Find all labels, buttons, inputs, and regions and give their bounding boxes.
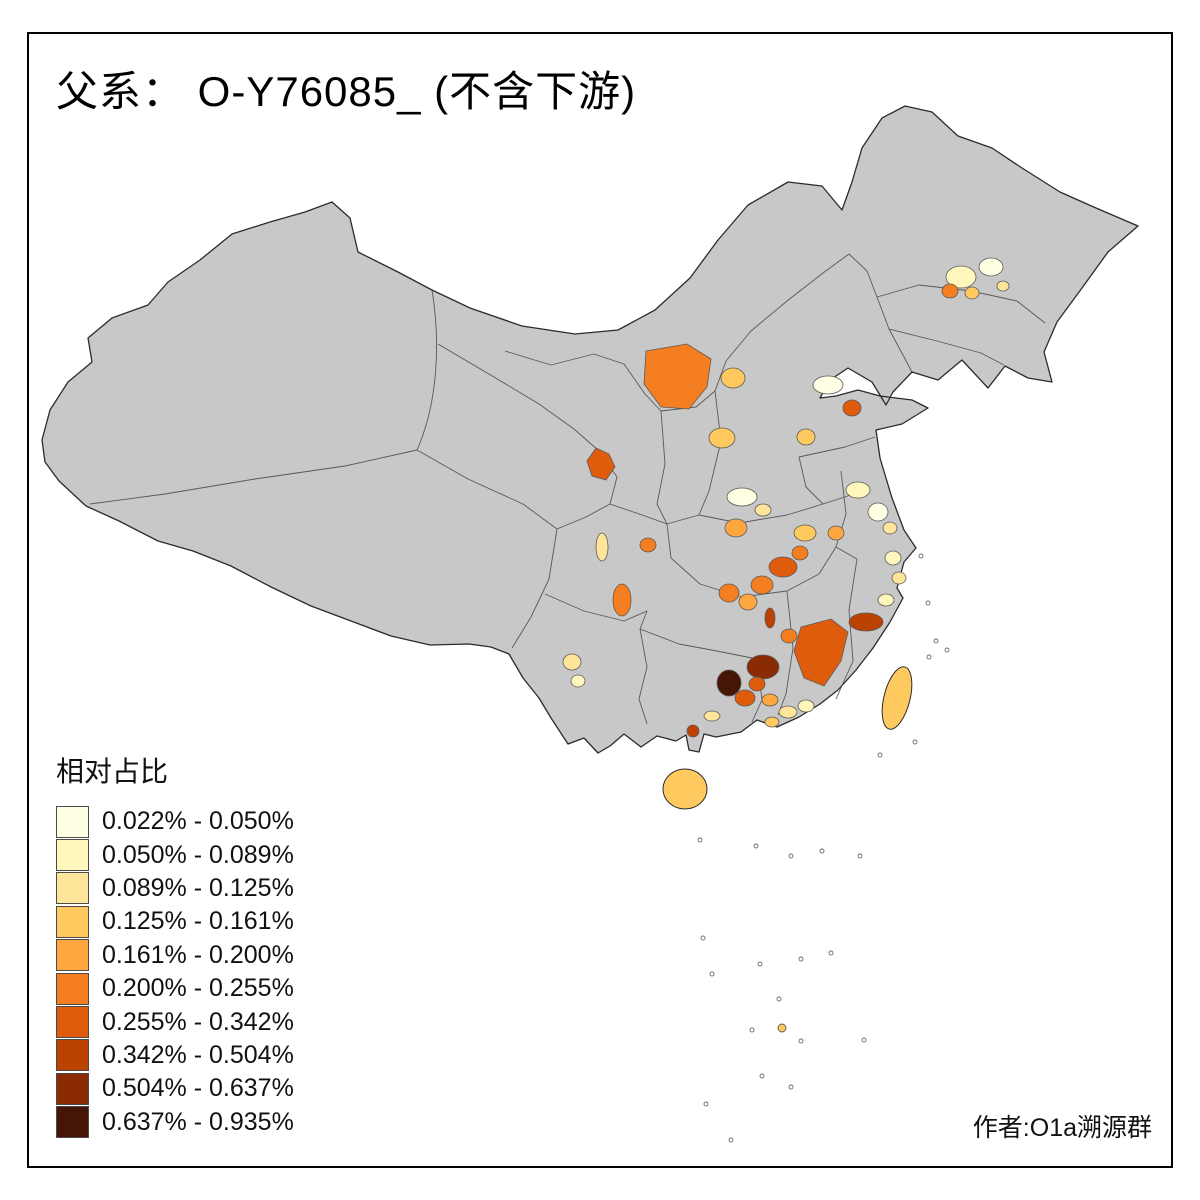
region	[761, 693, 779, 707]
region	[867, 502, 889, 522]
legend-label: 0.255% - 0.342%	[102, 1007, 294, 1036]
legend-row: 0.050% - 0.089%	[56, 838, 294, 872]
region	[562, 653, 582, 671]
region	[796, 428, 816, 446]
legend-row: 0.089% - 0.125%	[56, 872, 294, 905]
region	[754, 503, 772, 517]
legend-swatch	[56, 839, 89, 872]
region	[612, 583, 632, 617]
legend-row: 0.504% - 0.637%	[56, 1072, 294, 1105]
legend-label: 0.637% - 0.935%	[102, 1107, 294, 1136]
region	[738, 593, 758, 611]
region	[978, 257, 1004, 277]
legend-label: 0.022% - 0.050%	[102, 807, 294, 836]
region	[778, 705, 798, 719]
major-islands	[662, 666, 913, 810]
region	[797, 699, 815, 713]
region	[718, 583, 740, 603]
map-title: 父系： O-Y76085_ (不含下游)	[56, 68, 637, 115]
china-mainland	[41, 105, 1139, 754]
legend-label: 0.125% - 0.161%	[102, 907, 294, 936]
region	[716, 669, 742, 697]
legend-row: 0.161% - 0.200%	[56, 939, 294, 972]
region	[750, 575, 774, 595]
region	[746, 654, 780, 680]
legend-swatch	[56, 905, 89, 938]
legend-swatch	[56, 1006, 89, 1039]
region	[703, 710, 721, 722]
region	[639, 537, 657, 553]
region	[595, 532, 609, 562]
legend-swatch	[56, 972, 89, 1005]
legend-label: 0.200% - 0.255%	[102, 974, 294, 1003]
legend-label: 0.050% - 0.089%	[102, 840, 294, 869]
region	[793, 524, 817, 542]
region	[768, 556, 798, 578]
legend-label: 0.504% - 0.637%	[102, 1074, 294, 1103]
region	[845, 481, 871, 499]
region	[882, 521, 898, 535]
legend-row: 0.255% - 0.342%	[56, 1005, 294, 1039]
region	[877, 593, 895, 607]
small-islands	[697, 553, 950, 1143]
region	[945, 265, 977, 289]
legend-title: 相对占比	[56, 756, 169, 787]
legend-row: 0.022% - 0.050%	[56, 805, 294, 838]
legend-swatch	[56, 939, 89, 972]
region	[777, 1023, 787, 1033]
legend-row: 0.342% - 0.504%	[56, 1039, 294, 1072]
region	[748, 676, 766, 692]
legend-label: 0.342% - 0.504%	[102, 1040, 294, 1069]
region	[827, 525, 845, 541]
region	[708, 427, 736, 449]
region	[780, 628, 798, 644]
region	[764, 607, 776, 629]
region	[686, 724, 700, 738]
legend-swatch	[56, 1039, 89, 1072]
legend-label: 0.089% - 0.125%	[102, 873, 294, 902]
region	[720, 367, 746, 389]
province-border-west	[89, 289, 668, 649]
legend-swatch	[56, 872, 89, 905]
region	[734, 689, 756, 707]
region	[724, 518, 748, 538]
region	[891, 571, 907, 585]
legend-swatch	[56, 805, 89, 838]
region	[941, 283, 959, 299]
region	[884, 550, 902, 566]
region	[793, 618, 849, 687]
legend-swatch	[56, 1072, 89, 1105]
region	[964, 286, 980, 300]
legend: 相对占比 0.022% - 0.050% 0.050% - 0.089% 0.0…	[56, 750, 294, 1139]
legend-row: 0.125% - 0.161%	[56, 905, 294, 938]
legend-row: 0.637% - 0.935%	[56, 1106, 294, 1139]
hainan-island-region	[662, 768, 708, 810]
mainland-outline	[41, 105, 1139, 754]
legend-label: 0.161% - 0.200%	[102, 940, 294, 969]
highlighted-regions	[562, 257, 1010, 738]
region	[842, 399, 862, 417]
attribution: 作者:O1a溯源群	[972, 1114, 1152, 1142]
region	[812, 375, 844, 395]
region	[764, 716, 780, 728]
region	[848, 612, 884, 632]
legend-swatch	[56, 1106, 89, 1139]
legend-row: 0.200% - 0.255%	[56, 972, 294, 1005]
region	[996, 280, 1010, 292]
region	[643, 343, 712, 410]
region	[791, 545, 809, 561]
region	[726, 487, 758, 507]
taiwan-region	[881, 666, 913, 730]
region	[570, 674, 586, 688]
region	[586, 447, 616, 481]
